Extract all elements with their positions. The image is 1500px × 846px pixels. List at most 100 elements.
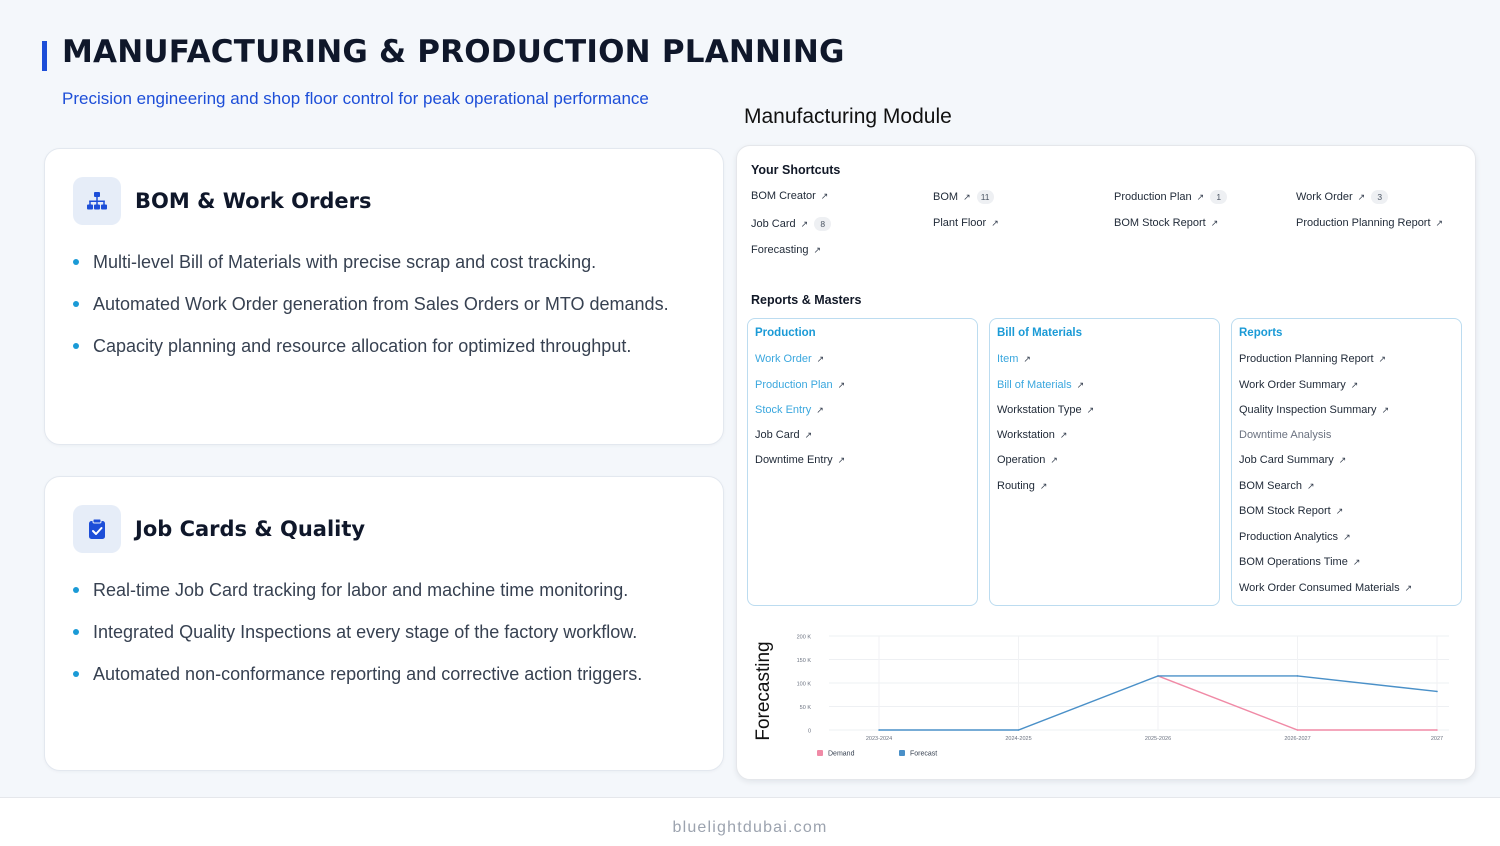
shortcut-plant-floor[interactable]: Plant Floor ↗ — [933, 217, 999, 229]
card-bill-of-materials: Bill of Materials Item ↗ Bill of Material… — [989, 318, 1220, 606]
card-title: BOM & Work Orders — [135, 189, 372, 213]
link-bill-of-materials[interactable]: Bill of Materials ↗ — [997, 379, 1085, 391]
shortcuts-heading: Your Shortcuts — [751, 163, 841, 177]
arrow-up-right-icon: ↗ — [1023, 353, 1031, 364]
shortcut-bom-creator[interactable]: BOM Creator ↗ — [751, 190, 829, 202]
link-bom-stock-report[interactable]: BOM Stock Report ↗ — [1239, 505, 1344, 517]
arrow-up-right-icon: ↗ — [991, 217, 999, 228]
shortcut-bom[interactable]: BOM ↗ 11 — [933, 190, 994, 204]
arrow-up-right-icon: ↗ — [1357, 191, 1366, 202]
title-accent-bar — [42, 41, 47, 71]
legend-swatch-demand — [817, 750, 823, 756]
clipboard-check-icon — [73, 505, 121, 553]
card-reports: Reports Production Planning Report ↗ Work… — [1231, 318, 1462, 606]
feature-card-bom: BOM & Work Orders Multi-level Bill of Ma… — [44, 148, 724, 445]
arrow-up-right-icon: ↗ — [1352, 556, 1361, 567]
sitemap-icon — [73, 177, 121, 225]
page-title: MANUFACTURING & PRODUCTION PLANNING — [62, 34, 845, 70]
forecast-line-chart: 0 50 K 100 K 150 K 200 K 2023-2024 2024-2025 20… — [797, 635, 1449, 758]
manufacturing-module-screenshot: Your Shortcuts BOM Creator ↗ BOM ↗ 11 Produ… — [736, 145, 1476, 780]
card-production: Production Work Order ↗ Production Plan ↗ … — [747, 318, 978, 606]
count-badge: 3 — [1371, 190, 1389, 204]
card-heading: Production — [755, 327, 816, 339]
data-point-forecast — [1436, 690, 1438, 693]
link-production-plan[interactable]: Production Plan ↗ — [755, 379, 846, 391]
legend-label-forecast: Forecast — [910, 751, 937, 758]
link-job-card[interactable]: Job Card ↗ — [755, 429, 813, 441]
arrow-up-right-icon: ↗ — [1378, 353, 1387, 364]
link-workstation-type[interactable]: Workstation Type ↗ — [997, 404, 1095, 416]
arrow-up-right-icon: ↗ — [813, 244, 822, 255]
link-work-order-consumed-materials[interactable]: Work Order Consumed Materials ↗ — [1239, 582, 1413, 594]
arrow-up-right-icon: ↗ — [1210, 217, 1219, 228]
link-production-planning-report[interactable]: Production Planning Report ↗ — [1239, 353, 1387, 365]
feature-bullet: Capacity planning and resource allocatio… — [73, 333, 703, 359]
link-stock-entry[interactable]: Stock Entry ↗ — [755, 404, 824, 416]
link-operation[interactable]: Operation ↗ — [997, 454, 1058, 466]
legend-label-demand: Demand — [828, 751, 855, 758]
arrow-up-right-icon: ↗ — [800, 218, 809, 229]
arrow-up-right-icon: ↗ — [1381, 404, 1390, 415]
arrow-up-right-icon: ↗ — [820, 190, 829, 201]
link-routing[interactable]: Routing ↗ — [997, 480, 1048, 492]
link-downtime-entry[interactable]: Downtime Entry ↗ — [755, 454, 846, 466]
link-bom-operations-time[interactable]: BOM Operations Time ↗ — [1239, 556, 1361, 568]
arrow-up-right-icon: ↗ — [963, 191, 971, 202]
y-tick-label: 150 K — [797, 658, 812, 664]
footer-divider — [0, 797, 1500, 798]
arrow-up-right-icon: ↗ — [1343, 531, 1351, 542]
reports-heading: Reports & Masters — [751, 293, 862, 307]
link-production-analytics[interactable]: Production Analytics ↗ — [1239, 531, 1351, 543]
card-heading: Reports — [1239, 327, 1283, 339]
y-tick-label: 0 — [808, 729, 811, 735]
footer-website: bluelightdubai.com — [672, 819, 828, 836]
x-tick-label: 2024-2025 — [1005, 736, 1031, 742]
shortcut-job-card[interactable]: Job Card ↗ 8 — [751, 217, 832, 231]
link-job-card-summary[interactable]: Job Card Summary ↗ — [1239, 454, 1347, 466]
arrow-up-right-icon: ↗ — [837, 454, 846, 465]
arrow-up-right-icon: ↗ — [1350, 379, 1359, 390]
link-item[interactable]: Item ↗ — [997, 353, 1031, 365]
arrow-up-right-icon: ↗ — [837, 379, 846, 390]
shortcut-bom-stock-report[interactable]: BOM Stock Report ↗ — [1114, 217, 1219, 229]
card-heading: Bill of Materials — [997, 327, 1082, 339]
link-work-order[interactable]: Work Order ↗ — [755, 353, 825, 365]
data-point-demand — [1296, 729, 1299, 731]
link-workstation[interactable]: Workstation ↗ — [997, 429, 1068, 441]
forecasting-label: Forecasting — [753, 641, 774, 741]
arrow-up-right-icon: ↗ — [1059, 429, 1068, 440]
feature-bullet: Automated Work Order generation from Sal… — [73, 291, 703, 317]
count-badge: 1 — [1210, 190, 1228, 204]
x-tick-label: 2027 — [1431, 736, 1443, 742]
data-point-forecast — [1296, 675, 1299, 677]
data-point-forecast — [1157, 675, 1159, 677]
arrow-up-right-icon: ↗ — [816, 404, 824, 415]
link-quality-inspection-summary[interactable]: Quality Inspection Summary ↗ — [1239, 404, 1390, 416]
shortcut-work-order[interactable]: Work Order ↗ 3 — [1296, 190, 1389, 204]
arrow-up-right-icon: ↗ — [1196, 191, 1205, 202]
arrow-up-right-icon: ↗ — [1039, 480, 1048, 491]
link-bom-search[interactable]: BOM Search ↗ — [1239, 480, 1315, 492]
arrow-up-right-icon: ↗ — [1050, 454, 1058, 465]
arrow-up-right-icon: ↗ — [1076, 379, 1085, 390]
feature-list: Multi-level Bill of Materials with preci… — [73, 249, 703, 375]
feature-bullet: Integrated Quality Inspections at every … — [73, 619, 703, 645]
y-tick-label: 100 K — [797, 682, 812, 688]
arrow-up-right-icon: ↗ — [1404, 582, 1413, 593]
feature-bullet: Automated non-conformance reporting and … — [73, 661, 703, 687]
arrow-up-right-icon: ↗ — [1435, 217, 1444, 228]
shortcut-production-plan[interactable]: Production Plan ↗ 1 — [1114, 190, 1228, 204]
link-downtime-analysis[interactable]: Downtime Analysis — [1239, 429, 1332, 441]
x-tick-label: 2025-2026 — [1145, 736, 1171, 742]
data-point-forecast — [1017, 729, 1020, 731]
legend-swatch-forecast — [899, 750, 905, 756]
card-title: Job Cards & Quality — [135, 517, 366, 541]
shortcut-production-planning-report[interactable]: Production Planning Report ↗ — [1296, 217, 1444, 229]
link-work-order-summary[interactable]: Work Order Summary ↗ — [1239, 379, 1359, 391]
count-badge: 8 — [814, 217, 832, 231]
arrow-up-right-icon: ↗ — [1306, 480, 1315, 491]
shortcut-forecasting[interactable]: Forecasting ↗ — [751, 244, 822, 256]
feature-bullet: Multi-level Bill of Materials with preci… — [73, 249, 703, 275]
arrow-up-right-icon: ↗ — [1335, 505, 1344, 516]
arrow-up-right-icon: ↗ — [804, 429, 813, 440]
